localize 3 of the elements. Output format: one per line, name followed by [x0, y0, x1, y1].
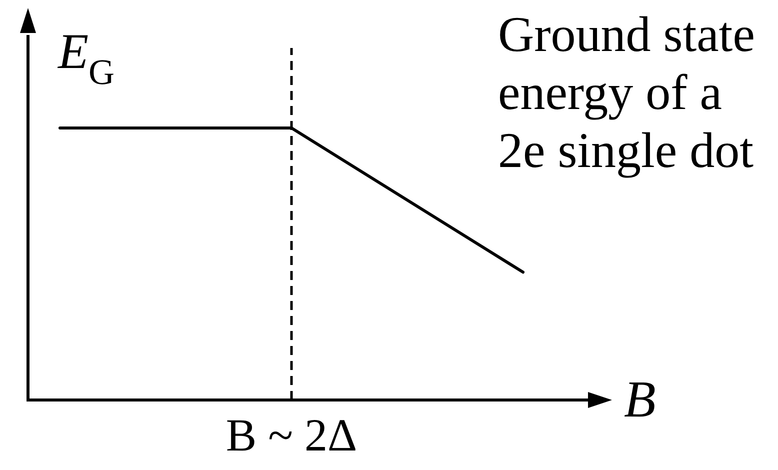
chart-title: Ground state energy of a 2e single dot — [498, 6, 768, 178]
text: B ~ 2Δ — [226, 410, 358, 460]
x-axis-title: B — [624, 372, 656, 428]
